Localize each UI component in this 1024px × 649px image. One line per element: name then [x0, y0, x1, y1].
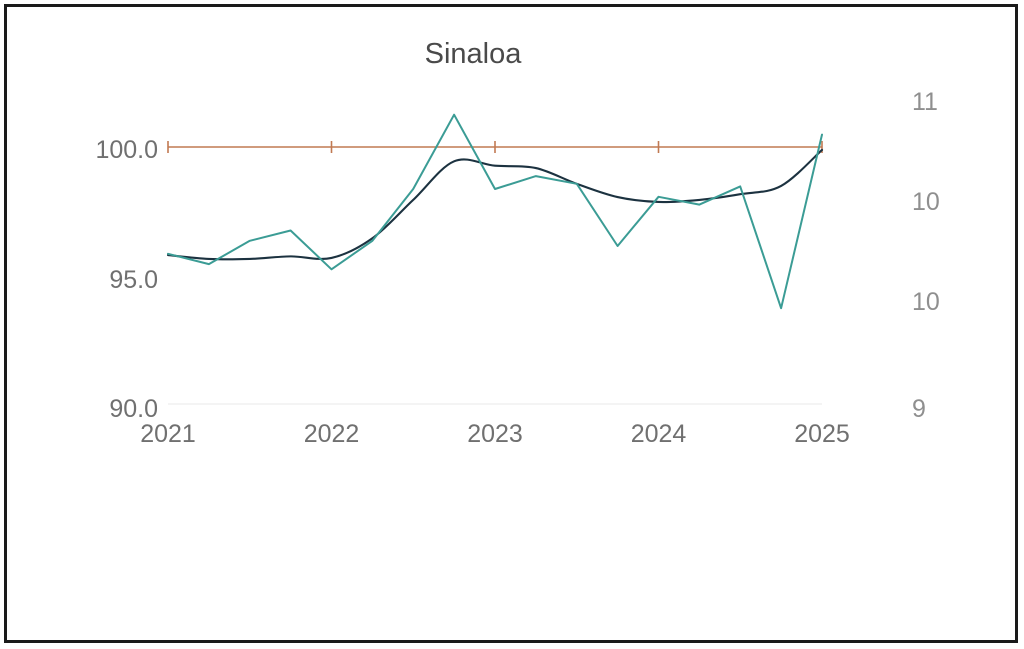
svg-text:11: 11 [912, 88, 938, 116]
svg-text:2024: 2024 [631, 420, 687, 448]
svg-text:100.0: 100.0 [95, 136, 158, 164]
svg-text:10: 10 [912, 288, 940, 316]
svg-text:2022: 2022 [304, 420, 360, 448]
svg-text:95.0: 95.0 [109, 266, 158, 294]
svg-text:2021: 2021 [140, 420, 196, 448]
svg-text:10: 10 [912, 188, 940, 216]
svg-text:2023: 2023 [467, 420, 523, 448]
svg-text:90.0: 90.0 [109, 395, 158, 423]
svg-text:9: 9 [912, 395, 926, 423]
svg-text:2025: 2025 [794, 420, 850, 448]
